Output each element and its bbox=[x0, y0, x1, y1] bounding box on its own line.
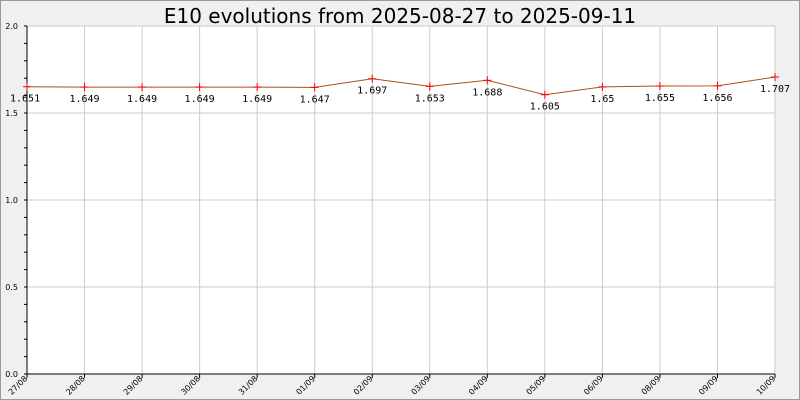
data-point bbox=[425, 82, 434, 91]
x-tick-label: 06/09 bbox=[582, 374, 605, 397]
y-axis-ticks: 0.0 0.5 1.0 1.5 2.0 bbox=[5, 22, 18, 379]
x-tick-label: 01/09 bbox=[294, 374, 317, 397]
data-point bbox=[138, 83, 147, 92]
data-label: 1.651 bbox=[10, 94, 40, 105]
data-label: 1.605 bbox=[530, 102, 560, 113]
y-tick-label: 0.5 bbox=[5, 283, 18, 292]
data-point bbox=[713, 81, 722, 90]
x-tick-label: 30/08 bbox=[179, 374, 202, 397]
data-point bbox=[771, 72, 779, 81]
data-label: 1.697 bbox=[357, 86, 387, 97]
data-labels: 1.651 1.649 1.649 1.649 1.649 1.647 1.697 1.653… bbox=[10, 84, 790, 113]
data-point bbox=[253, 83, 262, 92]
data-label: 1.653 bbox=[415, 93, 445, 104]
series-line bbox=[26, 76, 776, 96]
data-point bbox=[483, 76, 492, 85]
x-tick-label: 03/09 bbox=[410, 374, 433, 397]
data-label: 1.649 bbox=[69, 94, 99, 105]
series-layer bbox=[23, 72, 779, 99]
data-label: 1.649 bbox=[242, 94, 272, 105]
x-tick-label: 05/09 bbox=[525, 374, 548, 397]
data-label: 1.655 bbox=[645, 93, 675, 104]
data-label: 1.688 bbox=[472, 87, 502, 98]
data-point bbox=[195, 83, 204, 92]
data-label: 1.649 bbox=[185, 94, 215, 105]
data-point bbox=[598, 82, 607, 91]
data-point bbox=[655, 82, 664, 91]
x-tick-label: 08/09 bbox=[640, 374, 663, 397]
data-point bbox=[540, 90, 549, 99]
data-label: 1.707 bbox=[760, 84, 790, 95]
data-label: 1.647 bbox=[300, 94, 330, 105]
data-point bbox=[23, 82, 31, 91]
x-tick-label: 02/09 bbox=[352, 374, 375, 397]
x-tick-label: 28/08 bbox=[64, 374, 87, 397]
x-tick-label: 10/09 bbox=[755, 374, 778, 397]
x-axis-ticks: 27/08 28/08 29/08 30/08 31/08 01/09 02/09 03/09… bbox=[7, 374, 778, 397]
x-tick-label: 29/08 bbox=[122, 374, 145, 397]
y-tick-label: 2.0 bbox=[5, 22, 18, 31]
x-tick-label: 04/09 bbox=[467, 374, 490, 397]
data-point bbox=[310, 83, 319, 92]
y-tick-label: 0.0 bbox=[5, 370, 18, 379]
chart-title: E10 evolutions from 2025-08-27 to 2025-0… bbox=[164, 4, 636, 28]
y-tick-label: 1.0 bbox=[5, 196, 18, 205]
x-tick-label: 31/08 bbox=[237, 374, 260, 397]
data-label: 1.649 bbox=[127, 94, 157, 105]
data-label: 1.65 bbox=[590, 94, 614, 105]
data-label: 1.656 bbox=[702, 93, 732, 104]
data-point bbox=[368, 74, 377, 83]
y-tick-label: 1.5 bbox=[5, 109, 18, 118]
x-tick-label: 09/09 bbox=[697, 374, 720, 397]
data-point bbox=[80, 83, 89, 92]
